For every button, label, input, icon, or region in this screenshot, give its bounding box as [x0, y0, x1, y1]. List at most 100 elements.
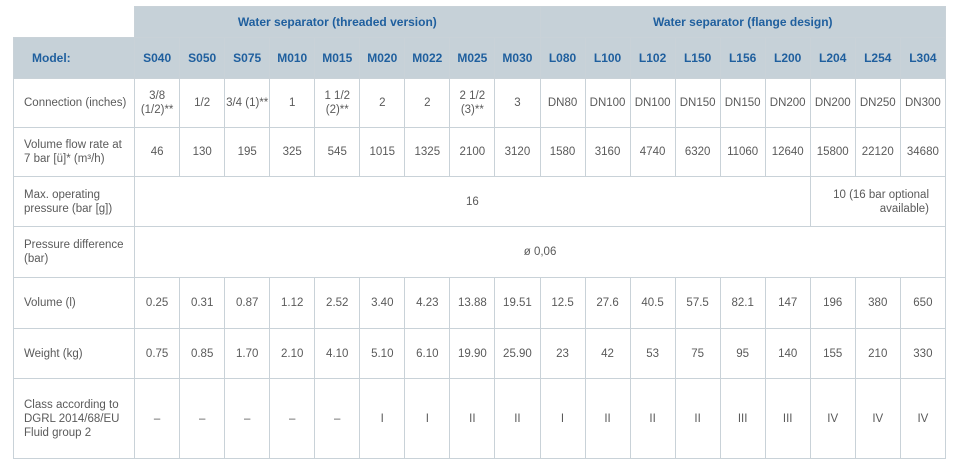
volume-value-l150: 57.5 [674, 277, 721, 329]
class-value-s040: – [134, 378, 181, 459]
connection-row: Connection (inches) 3/8 (1/2)** 1/2 3/4 (1… [12, 78, 947, 128]
volume-value-m030: 19.51 [494, 277, 541, 329]
model-header-m015: M015 [314, 37, 361, 79]
model-header-l156: L156 [719, 37, 766, 79]
group-flange-header: Water separator (flange design) [539, 6, 947, 38]
volume-value-m010: 1.12 [269, 277, 316, 329]
flow-value-m015: 545 [314, 127, 361, 177]
connection-value-m015: 1 1/2 (2)** [314, 78, 361, 128]
connection-value-m010: 1 [269, 78, 316, 128]
volume-value-m025: 13.88 [449, 277, 496, 329]
pressure-difference-value: ø 0,06 [134, 226, 946, 278]
weight-value-l200: 140 [764, 328, 811, 379]
weight-value-m022: 6.10 [404, 328, 451, 379]
model-header-m020: M020 [359, 37, 406, 79]
connection-value-s050: 1/2 [179, 78, 226, 128]
model-header-m025: M025 [449, 37, 496, 79]
class-value-l100: II [584, 378, 631, 459]
flow-value-l200: 12640 [764, 127, 811, 177]
weight-value-l254: 210 [854, 328, 901, 379]
weight-value-l102: 53 [629, 328, 676, 379]
group-threaded-header: Water separator (threaded version) [134, 6, 541, 38]
class-value-m022: I [404, 378, 451, 459]
connection-value-m022: 2 [404, 78, 451, 128]
class-value-l204: IV [809, 378, 856, 459]
model-header-l102: L102 [629, 37, 676, 79]
model-header-l254: L254 [854, 37, 901, 79]
flow-rate-label: Volume flow rate at 7 bar [ü]* (m³/h) [12, 127, 136, 177]
model-header-l150: L150 [674, 37, 721, 79]
pressure-difference-label: Pressure difference (bar) [12, 226, 136, 278]
connection-value-m025: 2 1/2 (3)** [449, 78, 496, 128]
weight-value-m030: 25.90 [494, 328, 541, 379]
class-value-l102: II [629, 378, 676, 459]
flow-value-l204: 15800 [809, 127, 856, 177]
connection-value-s040: 3/8 (1/2)** [134, 78, 181, 128]
spec-table-wrapper: Water separator (threaded version) Water… [12, 6, 947, 459]
flow-value-m022: 1325 [404, 127, 451, 177]
class-value-s075: – [224, 378, 271, 459]
volume-value-l304: 650 [899, 277, 947, 329]
weight-row: Weight (kg) 0.75 0.85 1.70 2.10 4.10 5.10 6.10… [12, 328, 947, 379]
weight-value-l100: 42 [584, 328, 631, 379]
class-value-m015: – [314, 378, 361, 459]
flow-value-s075: 195 [224, 127, 271, 177]
connection-value-l150: DN150 [674, 78, 721, 128]
volume-value-l156: 82.1 [719, 277, 766, 329]
volume-value-l102: 40.5 [629, 277, 676, 329]
weight-value-l150: 75 [674, 328, 721, 379]
flow-value-l304: 34680 [899, 127, 947, 177]
model-label: Model: [12, 37, 136, 79]
model-header-m022: M022 [404, 37, 451, 79]
flow-value-l156: 11060 [719, 127, 766, 177]
flow-value-l100: 3160 [584, 127, 631, 177]
volume-value-s075: 0.87 [224, 277, 271, 329]
flow-value-m020: 1015 [359, 127, 406, 177]
corner-cell [12, 6, 136, 38]
class-value-l254: IV [854, 378, 901, 459]
volume-value-m020: 3.40 [359, 277, 406, 329]
connection-value-s075: 3/4 (1)** [224, 78, 271, 128]
pressure-value-flange-large: 10 (16 bar optional available) [809, 176, 947, 227]
connection-value-l102: DN100 [629, 78, 676, 128]
class-value-l080: I [539, 378, 586, 459]
volume-label: Volume (l) [12, 277, 136, 329]
model-header-row: Model: S040 S050 S075 M010 M015 M020 M022 M025 M… [12, 37, 947, 79]
connection-value-l200: DN200 [764, 78, 811, 128]
model-header-s050: S050 [179, 37, 226, 79]
flow-value-l150: 6320 [674, 127, 721, 177]
volume-value-s050: 0.31 [179, 277, 226, 329]
flow-rate-row: Volume flow rate at 7 bar [ü]* (m³/h) 46… [12, 127, 947, 177]
connection-value-l204: DN200 [809, 78, 856, 128]
volume-value-m015: 2.52 [314, 277, 361, 329]
model-header-l100: L100 [584, 37, 631, 79]
weight-value-l304: 330 [899, 328, 947, 379]
model-header-m010: M010 [269, 37, 316, 79]
model-header-l204: L204 [809, 37, 856, 79]
group-header-row: Water separator (threaded version) Water… [12, 6, 947, 38]
class-label: Class according to DGRL 2014/68/EU Fluid… [12, 378, 136, 459]
volume-value-l100: 27.6 [584, 277, 631, 329]
pressure-row: Max. operating pressure (bar [g]) 16 10 … [12, 176, 947, 227]
weight-value-s040: 0.75 [134, 328, 181, 379]
class-value-l200: III [764, 378, 811, 459]
pressure-difference-row: Pressure difference (bar) ø 0,06 [12, 226, 946, 278]
weight-value-m015: 4.10 [314, 328, 361, 379]
connection-value-m030: 3 [494, 78, 541, 128]
volume-value-s040: 0.25 [134, 277, 181, 329]
flow-value-m010: 325 [269, 127, 316, 177]
weight-value-l156: 95 [719, 328, 766, 379]
water-separator-spec-table: Water separator (threaded version) Water… [12, 6, 947, 459]
model-header-l200: L200 [764, 37, 811, 79]
volume-value-l254: 380 [854, 277, 901, 329]
flow-value-l254: 22120 [854, 127, 901, 177]
flow-value-m025: 2100 [449, 127, 496, 177]
volume-value-m022: 4.23 [404, 277, 451, 329]
connection-value-l100: DN100 [584, 78, 631, 128]
flow-value-s050: 130 [179, 127, 226, 177]
flow-value-s040: 46 [134, 127, 181, 177]
model-header-s040: S040 [134, 37, 181, 79]
weight-label: Weight (kg) [12, 328, 136, 379]
connection-value-l254: DN250 [854, 78, 901, 128]
class-row: Class according to DGRL 2014/68/EU Fluid… [12, 378, 947, 459]
